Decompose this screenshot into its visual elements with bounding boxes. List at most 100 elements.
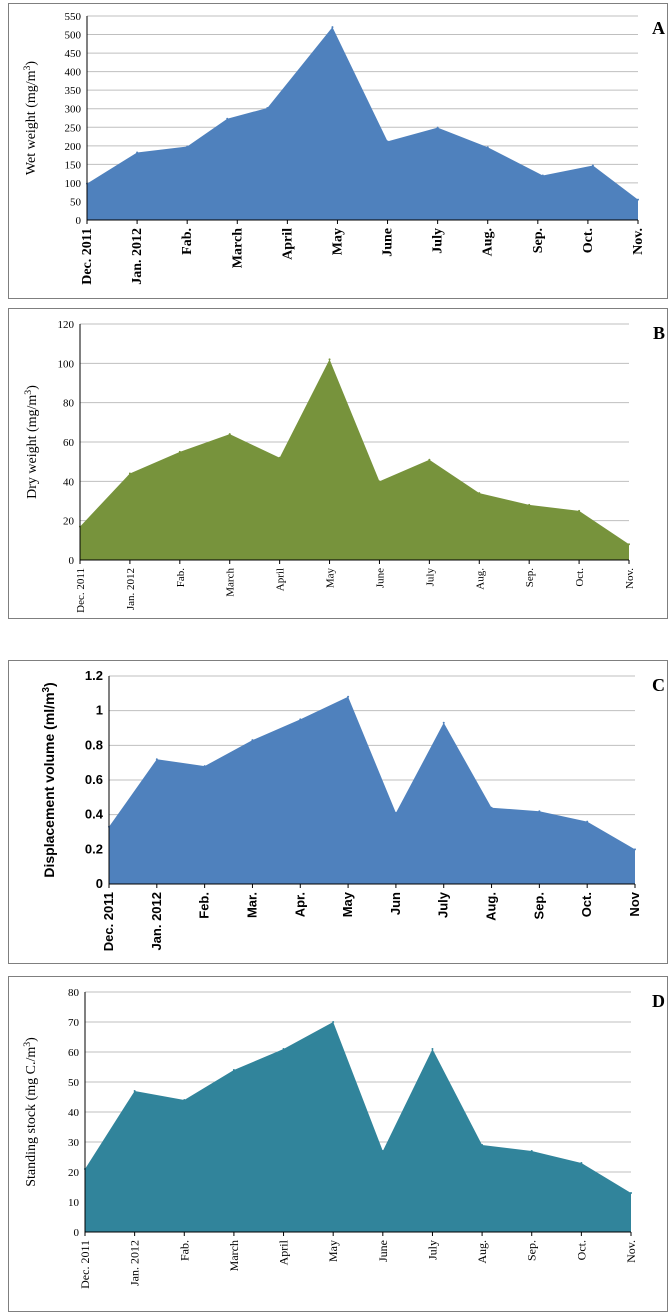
panel-label-d: D: [652, 991, 665, 1011]
chart-d-svg: 0 10 20 30 40 50 60 70 80 Dec. 2011 Jan. 2012 Fab. M…: [22, 987, 638, 1289]
x-tick-label: July: [424, 568, 436, 587]
y-tick-label: 1: [96, 703, 103, 718]
y-tick-label: 80: [68, 987, 80, 999]
y-tick-label: 120: [58, 319, 75, 331]
x-tick-label: April: [277, 1239, 291, 1265]
y-tick-label: 450: [65, 48, 82, 60]
area-series: [109, 696, 635, 884]
y-tick-label: 50: [70, 196, 82, 208]
data-point: [578, 509, 581, 512]
data-point: [183, 1099, 186, 1101]
y-tick-label: 0: [74, 1227, 80, 1239]
x-tick-label: Oct.: [579, 892, 594, 917]
x-tick-label: March: [230, 228, 245, 268]
y-tick-label: 50: [68, 1077, 80, 1089]
x-tick-label: May: [330, 228, 345, 255]
data-point: [266, 106, 269, 109]
area-series: [87, 27, 638, 220]
y-tick-label: 40: [63, 476, 75, 488]
data-point: [299, 718, 302, 721]
x-tick-label: Fab.: [175, 568, 187, 588]
y-tick-label: 70: [68, 1017, 80, 1029]
x-tick-label: Nov.: [624, 568, 636, 589]
data-point: [431, 1048, 434, 1050]
y-tick-label: 150: [65, 159, 82, 171]
data-point: [347, 695, 350, 698]
x-tick-label: Jan. 2012: [125, 568, 137, 610]
data-point: [634, 848, 636, 851]
chart-panel-d: 0 10 20 30 40 50 60 70 80 Dec. 2011 Jan. 2012 Fab. M…: [8, 976, 668, 1312]
data-point: [203, 765, 206, 768]
y-tick-label: 0.4: [85, 807, 104, 822]
chart-panel-c: 0 0.2 0.4 0.6 0.8 1 1.2 Dec. 2011 Jan. 2012 Feb. M…: [8, 660, 668, 964]
data-point: [538, 810, 541, 813]
x-tick-label: May: [325, 568, 337, 589]
x-tick-label: Jan. 2012: [149, 892, 164, 951]
data-point: [486, 146, 489, 149]
x-tick-label: Dec. 2011: [101, 892, 116, 951]
y-tick-label: 500: [65, 30, 82, 42]
data-point: [528, 503, 531, 506]
data-point: [282, 1048, 285, 1050]
data-point: [278, 456, 281, 459]
x-tick-label: March: [225, 568, 237, 597]
y-tick-label: 250: [65, 122, 82, 134]
data-point: [232, 1069, 235, 1071]
data-point: [394, 811, 397, 814]
y-tick-label: 1.2: [85, 668, 103, 683]
x-tick-label: Oct.: [574, 568, 586, 587]
data-point: [436, 126, 439, 129]
y-tick-label: 0.8: [85, 737, 103, 752]
x-tick-label: Aug.: [475, 1240, 489, 1264]
y-axis-label: Standing stock (mg C./m3): [22, 1037, 39, 1187]
x-tick-label: April: [280, 228, 295, 260]
chart-panel-b: 0 20 40 60 80 100 120 Dec. 2011 Jan. 2012 Fab. Mar…: [8, 308, 668, 619]
x-tick-label: March: [227, 1240, 241, 1271]
x-tick-label: Fab.: [180, 228, 195, 255]
data-point: [378, 480, 381, 483]
y-tick-label: 0: [96, 876, 103, 891]
data-point: [136, 151, 139, 154]
x-tick-label: Nov.: [624, 1240, 638, 1263]
x-tick-label: Sep.: [531, 892, 546, 919]
data-point: [490, 806, 493, 809]
x-tick-label: Aug.: [484, 892, 499, 921]
chart-b-svg: 0 20 40 60 80 100 120 Dec. 2011 Jan. 2012 Fab. Mar…: [23, 319, 636, 613]
data-point: [478, 492, 481, 495]
chart-c-svg: 0 0.2 0.4 0.6 0.8 1 1.2 Dec. 2011 Jan. 2012 Feb. M…: [41, 668, 642, 951]
data-point: [442, 721, 445, 724]
data-point: [637, 198, 639, 201]
x-tick-label: Dec. 2011: [80, 228, 95, 285]
x-tick-label: Oct.: [574, 1240, 588, 1260]
chart-a-svg: 0 50 100 150 200 250 300 350 400 450 500 550 Dec. 20…: [22, 11, 646, 285]
data-point: [580, 1162, 583, 1164]
x-tick-label: Aug.: [474, 568, 486, 590]
x-tick-label: Sep.: [531, 228, 546, 253]
x-tick-label: April: [275, 568, 287, 591]
data-point: [530, 1150, 533, 1152]
y-tick-label: 400: [65, 67, 82, 79]
data-point: [228, 433, 231, 436]
x-tick-label: Mar.: [244, 892, 259, 918]
y-tick-label: 40: [68, 1107, 80, 1119]
y-tick-label: 60: [63, 437, 75, 449]
x-tick-label: June: [374, 568, 386, 588]
x-tick-label: Nov.: [631, 228, 646, 255]
x-tick-label: July: [425, 1240, 439, 1260]
y-tick-label: 20: [68, 1167, 80, 1179]
x-tick-label: Aug.: [481, 228, 496, 256]
y-axis-label: Wet weight (mg/m3): [22, 61, 39, 176]
y-tick-label: 0: [76, 215, 82, 227]
panel-label-b: B: [652, 323, 665, 343]
x-tick-label: Jun: [388, 892, 403, 915]
data-point: [381, 1150, 384, 1152]
y-tick-label: 550: [65, 11, 82, 23]
chart-panel-a: 0 50 100 150 200 250 300 350 400 450 500 550 Dec. 20…: [8, 3, 668, 299]
x-tick-label: Oct.: [581, 228, 596, 253]
y-tick-label: 30: [68, 1137, 80, 1149]
data-point: [541, 174, 544, 177]
y-tick-label: 200: [65, 141, 82, 153]
data-point: [628, 543, 630, 546]
y-axis-label: Dry weight (mg/m3): [23, 385, 40, 499]
data-point: [630, 1192, 632, 1194]
